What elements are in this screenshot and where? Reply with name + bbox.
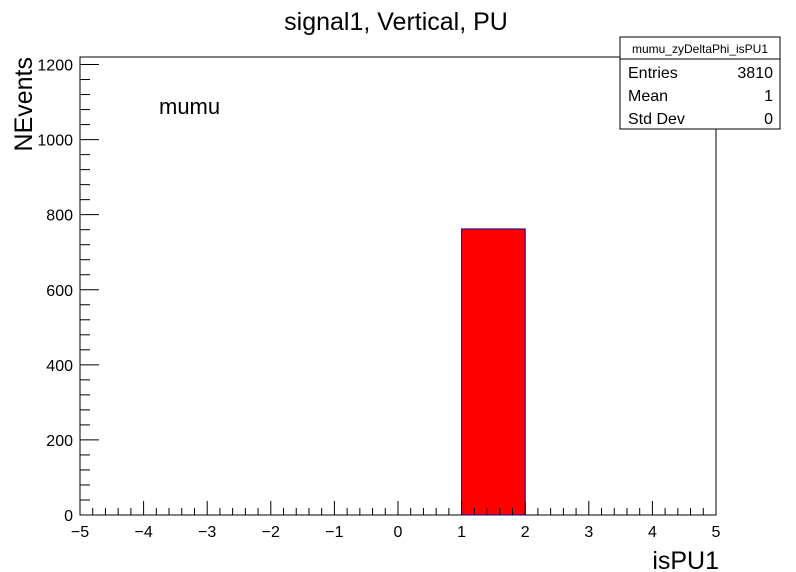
stats-stddev-label: Std Dev: [628, 111, 685, 128]
stats-mean-label: Mean: [628, 88, 668, 105]
y-tick-label: 800: [46, 208, 73, 225]
y-tick-label: 1200: [37, 58, 73, 75]
y-tick-label: 0: [64, 508, 73, 525]
y-axis-ticks: 0 200 400 600 800 1000 1200: [37, 58, 99, 525]
annotation-label: mumu: [159, 94, 220, 119]
x-tick-label: 4: [648, 524, 657, 541]
x-tick-label: −2: [262, 524, 280, 541]
stats-entries-value: 3810: [737, 65, 773, 82]
x-tick-label: 3: [584, 524, 593, 541]
x-tick-label: −5: [71, 524, 89, 541]
y-tick-label: 1000: [37, 133, 73, 150]
stats-box-frame: [619, 36, 781, 130]
chart-title: signal1, Vertical, PU: [284, 8, 508, 36]
x-tick-label: −3: [198, 524, 216, 541]
x-tick-label: 0: [394, 524, 403, 541]
stats-entries-label: Entries: [628, 65, 678, 82]
x-tick-label: −1: [325, 524, 343, 541]
x-tick-label: 2: [521, 524, 530, 541]
bar-0: [461, 228, 526, 516]
x-axis-label: isPU1: [652, 547, 719, 572]
x-tick-label: −4: [134, 524, 152, 541]
x-axis-ticks: −5 −4 −3 −2 −1 0 1 2 3 4 5: [71, 501, 721, 541]
y-axis-label: NEvents: [10, 57, 38, 151]
bars-group: [461, 228, 526, 516]
stats-mean-value: 1: [764, 88, 773, 105]
x-tick-label: 5: [712, 524, 721, 541]
y-tick-label: 400: [46, 358, 73, 375]
x-tick-label: 1: [457, 524, 466, 541]
stats-box: mumu_zyDeltaPhi_isPU1 Entries 3810 Mean …: [619, 36, 781, 130]
y-tick-label: 200: [46, 433, 73, 450]
stats-stddev-value: 0: [764, 111, 773, 128]
stats-box-name: mumu_zyDeltaPhi_isPU1: [632, 42, 768, 56]
y-tick-label: 600: [46, 283, 73, 300]
